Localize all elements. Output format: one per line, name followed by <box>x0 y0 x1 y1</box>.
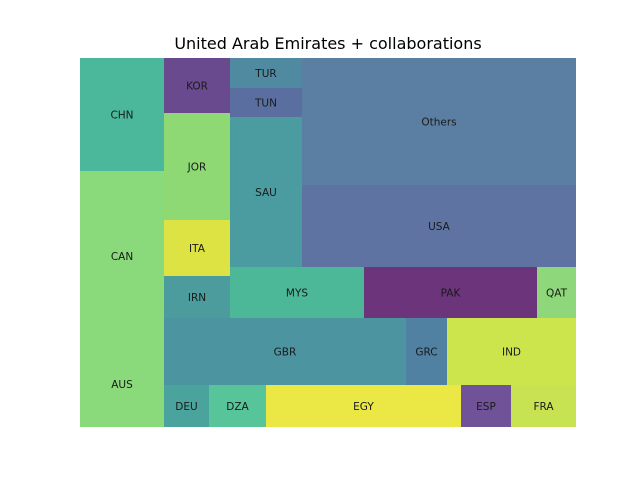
treemap-label-qat: QAT <box>546 288 568 300</box>
treemap-label-pak: PAK <box>441 288 462 300</box>
chart-title: United Arab Emirates + collaborations <box>174 34 481 53</box>
treemap-cell-others <box>302 58 576 185</box>
treemap-label-mys: MYS <box>286 288 308 300</box>
treemap-cell-gbr <box>164 318 406 385</box>
treemap-cells: CHN CAN AUS KOR JOR ITA IRN DEU DZA TUR TUN SAU Othe… <box>80 58 576 427</box>
treemap-label-ita: ITA <box>189 243 206 255</box>
treemap-cell-pak <box>364 267 537 318</box>
treemap-label-gbr: GBR <box>274 347 297 359</box>
treemap-cell-ind <box>447 318 576 385</box>
treemap-cell-dza <box>209 385 266 427</box>
treemap-cell-egy <box>266 385 461 427</box>
treemap-label-chn: CHN <box>110 110 133 122</box>
treemap-label-irn: IRN <box>188 292 206 304</box>
treemap-cell-mys <box>230 267 364 318</box>
treemap-label-can: CAN <box>111 251 133 263</box>
treemap-label-kor: KOR <box>186 81 208 93</box>
treemap-label-grc: GRC <box>415 347 437 359</box>
treemap-label-fra: FRA <box>533 401 554 413</box>
treemap-label-ind: IND <box>502 347 521 359</box>
treemap-label-tun: TUN <box>254 98 277 110</box>
treemap-cell-tun <box>230 88 302 117</box>
treemap-cell-sau <box>230 117 302 267</box>
treemap-cell-irn <box>164 276 230 318</box>
treemap-cell-qat <box>537 267 576 318</box>
treemap-cell-fra <box>511 385 576 427</box>
treemap-label-sau: SAU <box>255 187 277 199</box>
treemap-label-egy: EGY <box>353 401 374 413</box>
treemap-label-dza: DZA <box>226 401 249 413</box>
treemap-cell-ita <box>164 220 230 276</box>
treemap-cell-jor <box>164 113 230 220</box>
treemap-label-aus: AUS <box>111 379 133 391</box>
treemap-cell-aus <box>80 341 164 427</box>
treemap-cell-deu <box>164 385 209 427</box>
treemap-label-esp: ESP <box>476 401 496 413</box>
treemap-label-usa: USA <box>428 221 451 233</box>
treemap-label-tur: TUR <box>254 68 276 80</box>
treemap-cell-tur <box>230 58 302 88</box>
treemap-cell-esp <box>461 385 511 427</box>
treemap-cell-chn <box>80 58 164 171</box>
treemap-label-deu: DEU <box>175 401 197 413</box>
treemap-label-others: Others <box>421 117 456 129</box>
treemap-cell-grc <box>406 318 447 385</box>
treemap-label-jor: JOR <box>187 162 207 174</box>
treemap-cell-usa <box>302 185 576 267</box>
treemap-cell-kor <box>164 58 230 113</box>
treemap-cell-can <box>80 171 164 341</box>
